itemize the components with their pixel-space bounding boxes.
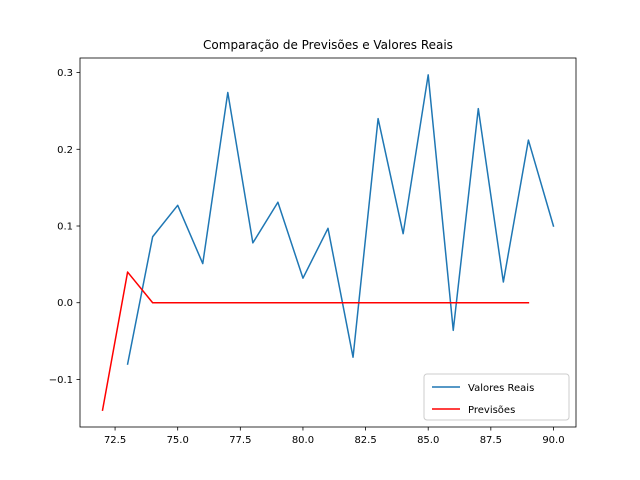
y-axis: −0.1 0.0 0.1 0.2 0.3 (49, 68, 80, 386)
x-tick-label: 80.0 (292, 435, 314, 446)
axes-frame (79, 57, 577, 428)
x-tick-label: 75.0 (167, 435, 189, 446)
plot-lines (101, 74, 555, 411)
legend-box (423, 373, 570, 421)
legend-label-0: Valores Reais (468, 383, 534, 394)
series-line-0 (126, 74, 555, 365)
series-line-1 (101, 271, 530, 411)
y-tick-label: 0.1 (57, 222, 73, 233)
y-tick-label: −0.1 (49, 375, 73, 386)
y-tick-label: 0.3 (57, 68, 73, 79)
y-tick-label: 0.0 (57, 298, 73, 309)
x-tick-label: 77.5 (229, 435, 251, 446)
legend-label-1: Previsões (468, 405, 515, 416)
x-tick-label: 90.0 (542, 435, 564, 446)
y-tick-label: 0.2 (57, 145, 73, 156)
x-axis: 72.5 75.0 77.5 80.0 82.5 85.0 87.5 90.0 (104, 427, 565, 446)
x-tick-label: 87.5 (480, 435, 502, 446)
x-tick-label: 72.5 (104, 435, 126, 446)
x-tick-label: 82.5 (354, 435, 376, 446)
chart-title: Comparação de Previsões e Valores Reais (203, 38, 453, 52)
x-tick-label: 85.0 (417, 435, 439, 446)
legend: Valores Reais Previsões (423, 373, 570, 421)
